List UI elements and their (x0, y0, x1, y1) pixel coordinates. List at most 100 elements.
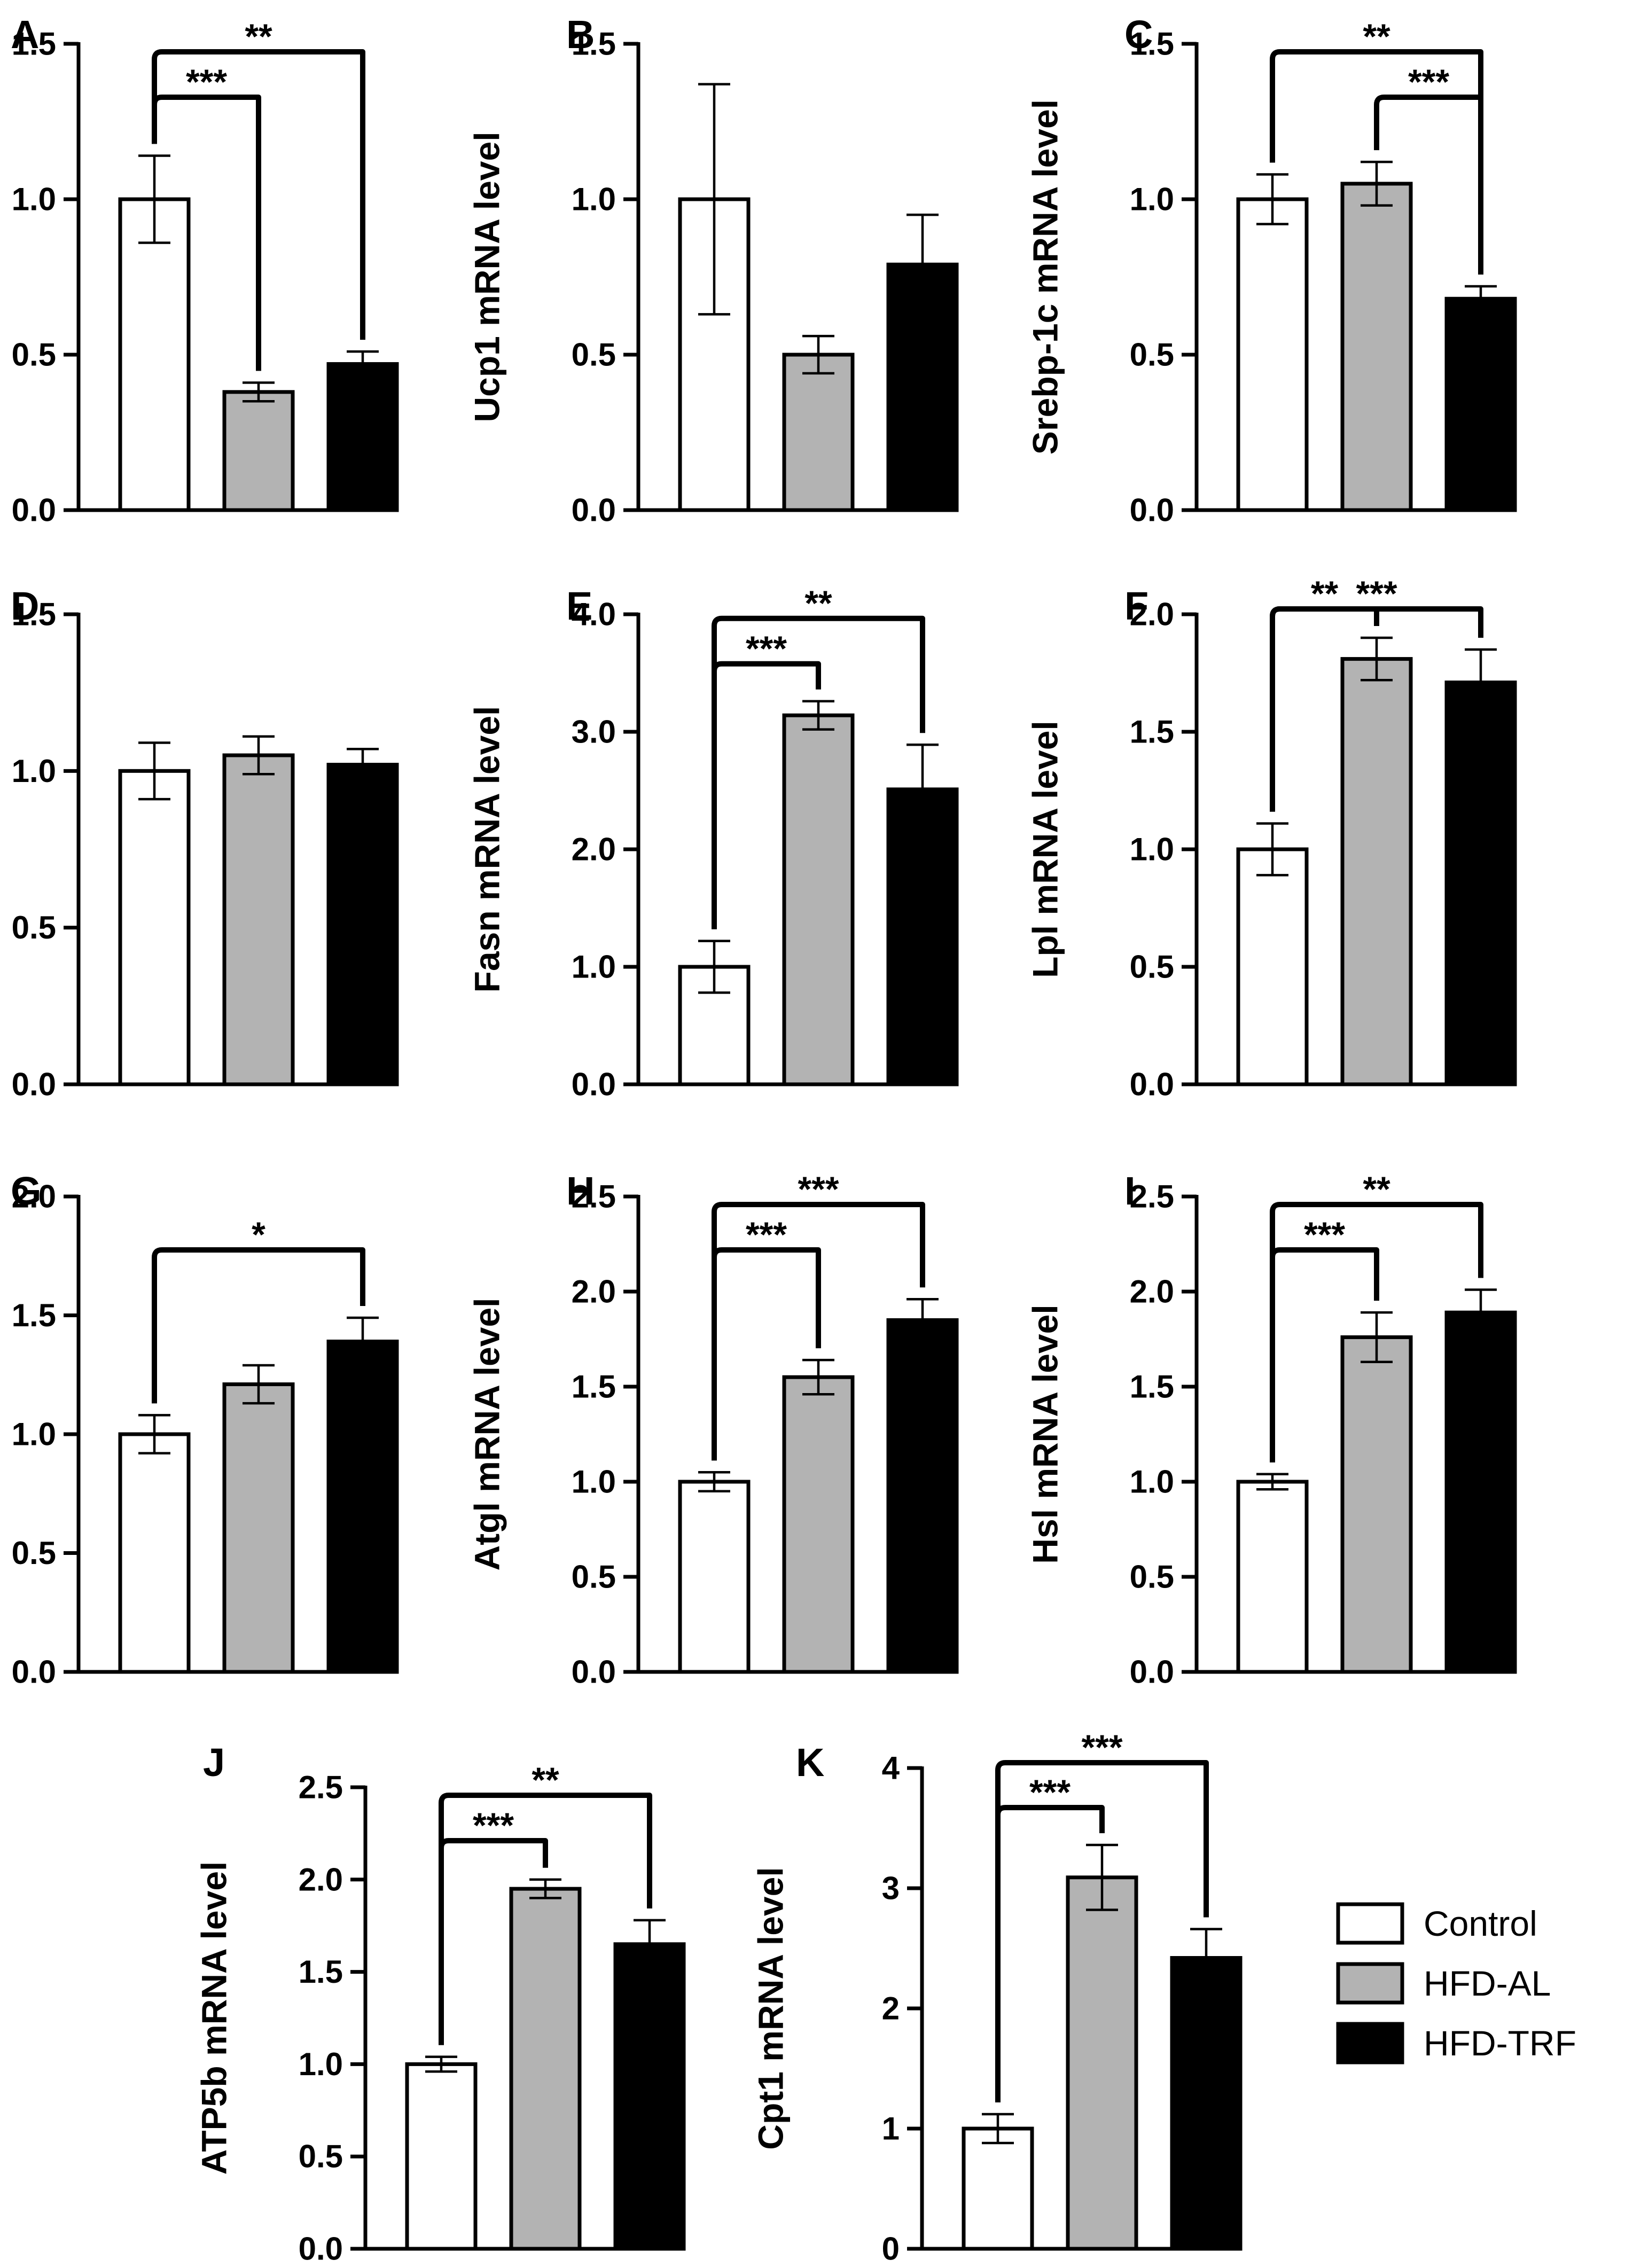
significance-label: *** (746, 1215, 787, 1254)
significance-label: *** (1408, 62, 1449, 101)
bar-hfd-trf (886, 787, 959, 1086)
y-tick-label: 1.0 (1130, 1464, 1174, 1500)
significance-label: ** (1363, 1169, 1390, 1209)
panel-letter: F (1124, 584, 1148, 628)
y-tick-label: 1.5 (299, 1954, 343, 1990)
significance-bracket: *** (1270, 574, 1483, 812)
y-tick-label: 4 (882, 1750, 900, 1786)
error-bar (1465, 648, 1497, 717)
significance-label: *** (1029, 1772, 1071, 1812)
significance-label: *** (1356, 574, 1397, 613)
significance-bracket: ** (1270, 1169, 1483, 1463)
y-tick-label: 1.5 (12, 1297, 56, 1333)
y-tick-label: 1.0 (12, 753, 56, 789)
legend-item-control: Control (1336, 1902, 1537, 1945)
error-bar (907, 1297, 939, 1342)
bracket-line (712, 1202, 925, 1461)
y-tick-label: 3 (882, 1871, 900, 1906)
error-bar (634, 1919, 666, 1969)
bar-control (678, 965, 751, 1086)
y-tick-label: 1.0 (12, 182, 56, 217)
significance-bracket: *** (995, 1727, 1209, 2102)
legend-swatch (1336, 1962, 1404, 2005)
error-bar (698, 1471, 730, 1493)
bar-hfd-al (222, 753, 295, 1086)
bar-hfd-trf (1444, 681, 1517, 1086)
error-bar (529, 1878, 561, 1899)
error-bar (1361, 636, 1393, 682)
panel-letter: H (566, 1169, 595, 1213)
panel-letter: I (1124, 1169, 1136, 1213)
y-tick-label: 4.0 (572, 597, 616, 632)
y-tick-label: 1.0 (572, 949, 616, 985)
error-bar (802, 1358, 834, 1396)
y-tick-label: 1.5 (572, 1369, 616, 1405)
significance-label: *** (798, 1169, 839, 1209)
bar-hfd-trf (326, 362, 399, 512)
bar-hfd-al (782, 713, 855, 1086)
y-tick-label: 2.0 (1130, 1274, 1174, 1310)
bar-hfd-al (1340, 657, 1413, 1086)
y-tick-label: 0.5 (12, 910, 56, 945)
bar-control (118, 1432, 191, 1674)
error-bar (243, 735, 275, 776)
y-tick-label: 2.5 (572, 1179, 616, 1215)
significance-bracket: * (152, 1215, 365, 1404)
bar-hfd-trf (1444, 1310, 1517, 1674)
y-tick-label: 0.5 (1130, 337, 1174, 373)
bar-hfd-al (509, 1887, 582, 2251)
bar-hfd-trf (1170, 1956, 1243, 2251)
error-bar (907, 213, 939, 316)
y-axis-title: ATP5b mRNA level (194, 1862, 233, 2175)
y-tick-label: 0.0 (1130, 1067, 1174, 1102)
bracket-line (995, 1760, 1209, 2102)
bracket-line (439, 1793, 652, 2045)
significance-label: *** (1304, 1215, 1345, 1254)
y-tick-label: 2.0 (299, 1862, 343, 1897)
bracket-line (1270, 49, 1483, 275)
panel-letter: A (11, 12, 39, 57)
error-bar (698, 940, 730, 994)
bar-control (118, 197, 191, 512)
bar-hfd-al (782, 353, 855, 512)
significance-label: ** (245, 17, 272, 56)
significance-label: ** (1363, 17, 1390, 56)
error-bar (347, 350, 379, 378)
y-tick-label: 0.0 (572, 492, 616, 528)
y-tick-label: 1.0 (12, 1417, 56, 1452)
y-axis-title: Fasn mRNA level (467, 706, 506, 993)
error-bar (1361, 160, 1393, 207)
y-tick-label: 1.0 (1130, 832, 1174, 867)
panel-letter: D (11, 584, 39, 628)
bar-hfd-trf (1444, 296, 1517, 512)
bar-hfd-trf (326, 763, 399, 1086)
y-tick-label: 1.5 (572, 26, 616, 62)
bar-control (118, 769, 191, 1086)
bar-hfd-trf (326, 1339, 399, 1674)
panel-k: K Cpt1 mRNA level 0 1 2 3 4 ****** (751, 1727, 1243, 2267)
error-bar (982, 2113, 1014, 2145)
panel-h: H Atgl mRNA level 0.0 0.5 1.0 1.5 2.0 2.5 *** *** (467, 1169, 959, 1690)
y-tick-label: 1.0 (299, 2046, 343, 2082)
bar-control (678, 1480, 751, 1674)
y-axis-title: Atgl mRNA level (467, 1298, 506, 1571)
y-tick-label: 1.0 (572, 182, 616, 217)
error-bar (1086, 1843, 1118, 1911)
y-tick-label: 0.5 (12, 1535, 56, 1571)
y-tick-label: 1.0 (1130, 182, 1174, 217)
y-axis-title: Hsl mRNA level (1025, 1304, 1065, 1563)
bar-hfd-al (222, 1382, 295, 1674)
legend-item-hfd-trf: HFD-TRF (1336, 2022, 1576, 2064)
y-tick-label: 0.0 (12, 1067, 56, 1102)
bracket-line (712, 615, 925, 929)
panel-letter: C (1124, 12, 1153, 57)
error-bar (698, 83, 730, 316)
legend-item-hfd-al: HFD-AL (1336, 1962, 1551, 2005)
bar-hfd-trf (613, 1942, 686, 2251)
error-bar (425, 2055, 457, 2073)
error-bar (1361, 1311, 1393, 1363)
error-bar (243, 1364, 275, 1405)
